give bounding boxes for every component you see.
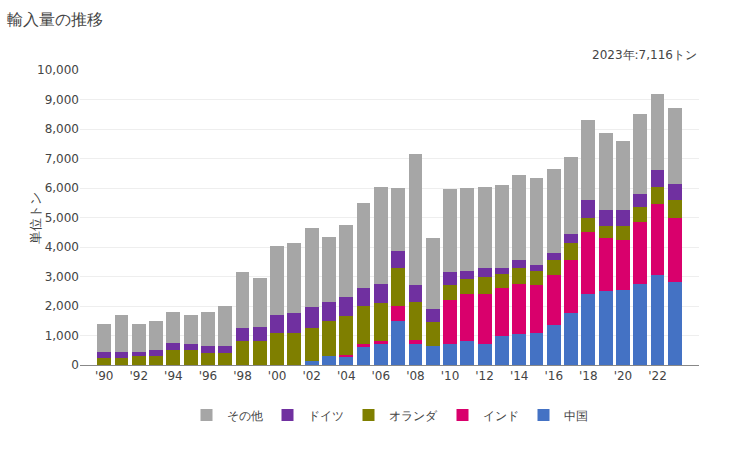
svg-text:4,000: 4,000 bbox=[45, 240, 79, 254]
svg-text:'92: '92 bbox=[130, 369, 149, 383]
svg-text:'10: '10 bbox=[441, 369, 460, 383]
svg-text:'02: '02 bbox=[302, 369, 321, 383]
svg-text:ドイツ: ドイツ bbox=[308, 409, 344, 423]
svg-text:2023年:7,116トン: 2023年:7,116トン bbox=[592, 48, 697, 62]
svg-text:'00: '00 bbox=[268, 369, 287, 383]
svg-text:0: 0 bbox=[71, 358, 79, 372]
svg-text:インド: インド bbox=[483, 409, 519, 423]
svg-text:'96: '96 bbox=[199, 369, 218, 383]
svg-text:2,000: 2,000 bbox=[45, 299, 79, 313]
svg-text:3,000: 3,000 bbox=[45, 270, 79, 284]
svg-text:'06: '06 bbox=[372, 369, 391, 383]
svg-text:9,000: 9,000 bbox=[45, 93, 79, 107]
svg-text:'90: '90 bbox=[95, 369, 114, 383]
svg-text:'18: '18 bbox=[579, 369, 598, 383]
svg-text:'04: '04 bbox=[337, 369, 356, 383]
svg-text:単位トン: 単位トン bbox=[28, 192, 43, 244]
svg-text:輸入量の推移: 輸入量の推移 bbox=[7, 10, 103, 29]
svg-text:7,000: 7,000 bbox=[45, 152, 79, 166]
svg-text:中国: 中国 bbox=[564, 409, 588, 423]
svg-text:1,000: 1,000 bbox=[45, 329, 79, 343]
svg-text:'22: '22 bbox=[648, 369, 667, 383]
svg-text:'16: '16 bbox=[544, 369, 563, 383]
svg-text:オランダ: オランダ bbox=[389, 409, 438, 423]
svg-text:5,000: 5,000 bbox=[45, 211, 79, 225]
svg-text:'20: '20 bbox=[614, 369, 633, 383]
svg-text:'12: '12 bbox=[475, 369, 494, 383]
svg-text:'94: '94 bbox=[164, 369, 183, 383]
svg-text:'14: '14 bbox=[510, 369, 529, 383]
svg-text:その他: その他 bbox=[227, 409, 263, 423]
svg-text:8,000: 8,000 bbox=[45, 122, 79, 136]
svg-text:10,000: 10,000 bbox=[37, 63, 79, 77]
svg-text:'08: '08 bbox=[406, 369, 425, 383]
svg-text:'98: '98 bbox=[233, 369, 252, 383]
svg-text:6,000: 6,000 bbox=[45, 181, 79, 195]
